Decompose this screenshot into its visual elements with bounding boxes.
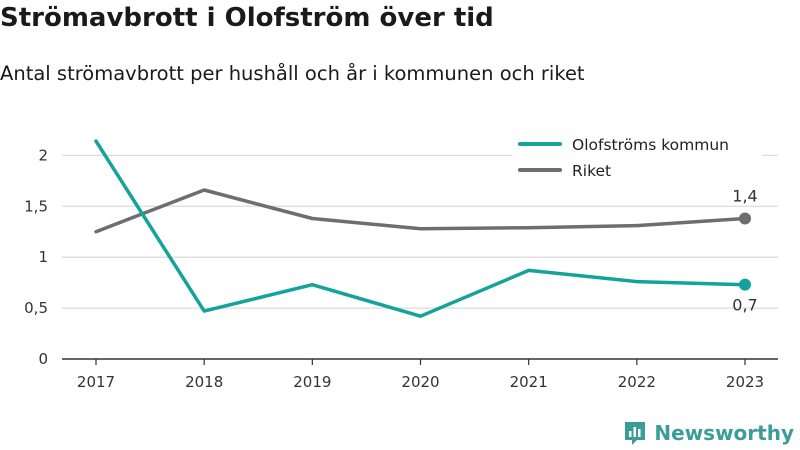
y-tick-label: 0 [38, 350, 48, 368]
x-tick-label: 2019 [293, 373, 331, 391]
chart-subtitle: Antal strömavbrott per hushåll och år i … [0, 62, 585, 85]
data-label: 0,7 [732, 296, 757, 315]
y-tick-label: 2 [38, 146, 48, 164]
data-label: 1,4 [732, 186, 757, 205]
x-tick-label: 2023 [726, 373, 764, 391]
y-tick-label: 1 [38, 248, 48, 266]
brand-logo: Newsworthy [623, 420, 794, 446]
newsworthy-logo-icon [625, 422, 646, 445]
x-tick-label: 2020 [401, 373, 439, 391]
x-tick-label: 2017 [77, 373, 115, 391]
x-tick-label: 2021 [510, 373, 548, 391]
legend-label: Olofströms kommun [572, 136, 729, 154]
legend-label: Riket [572, 162, 611, 180]
x-tick-label: 2018 [185, 373, 223, 391]
y-tick-label: 1,5 [24, 197, 48, 215]
legend-box [512, 128, 762, 186]
x-tick-label: 2022 [618, 373, 656, 391]
series-line [94, 139, 747, 318]
series-line [94, 188, 747, 234]
brand-name: Newsworthy [654, 421, 794, 445]
series-end-point [739, 212, 751, 225]
series-end-point [739, 278, 751, 291]
y-tick-label: 0,5 [24, 299, 48, 317]
chart-title: Strömavbrott i Olofström över tid [0, 3, 494, 33]
